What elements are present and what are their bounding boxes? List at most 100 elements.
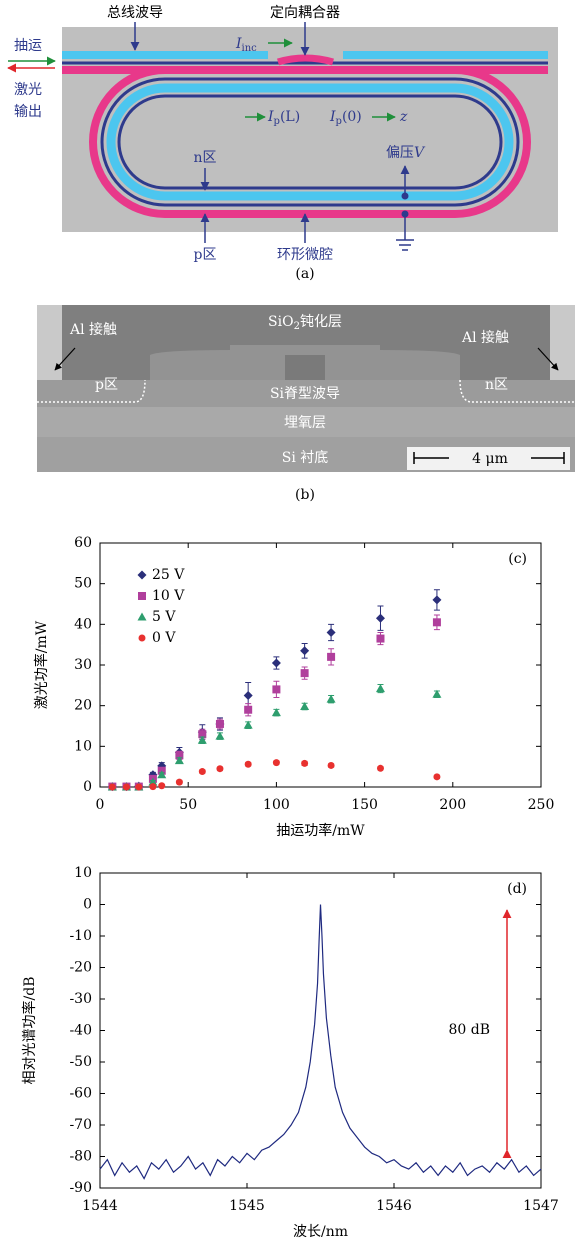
data-point — [432, 690, 441, 698]
label: 埋氧层 — [284, 415, 326, 431]
label: 激光 — [14, 81, 42, 98]
x-tick-label: 100 — [263, 797, 290, 813]
x-tick-label: 0 — [96, 797, 105, 813]
label: p区 — [194, 247, 217, 263]
panel-a: 总线波导 定向耦合器 抽运 激光 输出 Iinc Ip(L) Ip(0) z n… — [8, 5, 558, 282]
label: 环形微腔 — [277, 247, 333, 263]
y-tick-label: 10 — [74, 865, 92, 881]
data-point — [433, 618, 441, 626]
label: p区 — [95, 377, 118, 393]
y-axis-title: 激光功率/mW — [33, 620, 50, 709]
legend-label: 10 V — [152, 588, 185, 604]
legend-marker — [138, 571, 147, 580]
data-point — [149, 783, 156, 790]
caption: (b) — [295, 487, 315, 503]
data-point — [376, 684, 385, 692]
figure: 总线波导 定向耦合器 抽运 激光 输出 Iinc Ip(L) Ip(0) z n… — [0, 0, 581, 1255]
label: Ip(0) — [329, 109, 362, 127]
data-point — [272, 708, 281, 716]
x-tick-label: 1545 — [229, 1198, 265, 1214]
data-point — [216, 720, 224, 728]
data-point — [244, 691, 253, 700]
data-point — [216, 765, 223, 772]
data-point — [158, 782, 165, 789]
text: SiO — [268, 314, 294, 330]
x-tick-label: 200 — [439, 797, 466, 813]
data-point — [273, 759, 280, 766]
y-tick-label: -90 — [69, 1180, 92, 1196]
y-tick-label: 30 — [74, 657, 92, 673]
label: SiO2钝化层 — [268, 314, 342, 332]
label: Al 接触 — [69, 321, 117, 338]
legend-marker — [139, 635, 146, 642]
data-point — [272, 685, 280, 693]
text: 偏压 — [386, 145, 414, 161]
subscript: inc — [242, 43, 258, 54]
data-point — [433, 773, 440, 780]
data-point — [301, 760, 308, 767]
panel-label: (c) — [508, 551, 527, 567]
argument: (L) — [280, 109, 300, 125]
data-point — [135, 784, 142, 791]
data-point — [215, 732, 224, 740]
label: Al 接触 — [461, 329, 509, 346]
label: 定向耦合器 — [270, 5, 340, 21]
x-tick-label: 1547 — [523, 1198, 559, 1214]
legend-marker — [138, 613, 147, 621]
label: Si 衬底 — [282, 450, 329, 466]
x-axis-title: 抽运功率/mW — [276, 822, 365, 839]
coupler — [278, 58, 333, 62]
x-tick-label: 150 — [351, 797, 378, 813]
data-point — [245, 761, 252, 768]
label: n区 — [193, 150, 216, 166]
y-tick-label: -20 — [69, 960, 92, 976]
text: 钝化层 — [300, 314, 342, 330]
data-point — [377, 765, 384, 772]
label: 输出 — [14, 104, 42, 120]
label: Ip(L) — [267, 109, 300, 127]
annotation: 80 dB — [448, 1022, 490, 1038]
label: 抽运 — [14, 38, 42, 54]
x-tick-label: 250 — [528, 797, 555, 813]
data-point — [244, 721, 253, 729]
argument: (0) — [342, 109, 362, 125]
data-point — [376, 614, 385, 623]
data-point — [327, 695, 336, 703]
label: z — [399, 109, 408, 125]
y-tick-label: 40 — [74, 616, 92, 632]
legend-label: 0 V — [152, 630, 176, 646]
y-tick-label: 60 — [74, 535, 92, 551]
y-axis-title: 相对光谱功率/dB — [21, 977, 38, 1085]
legend-marker — [138, 592, 146, 600]
y-tick-label: -70 — [69, 1117, 92, 1133]
data-point — [327, 653, 335, 661]
label: 总线波导 — [107, 5, 163, 21]
x-tick-label: 1544 — [82, 1198, 118, 1214]
y-tick-label: -60 — [69, 1086, 92, 1102]
data-point — [301, 669, 309, 677]
y-tick-label: 10 — [74, 738, 92, 754]
x-axis-title: 波长/nm — [293, 1224, 348, 1240]
x-tick-label: 50 — [179, 797, 197, 813]
label: n区 — [485, 377, 508, 393]
y-tick-label: 20 — [74, 698, 92, 714]
caption: (a) — [295, 266, 314, 282]
legend-label: 25 V — [152, 567, 185, 583]
data-point — [376, 635, 384, 643]
scale-label: 4 μm — [472, 451, 508, 467]
data-point — [327, 628, 336, 637]
data-point — [109, 784, 116, 791]
y-tick-label: 0 — [83, 897, 92, 913]
y-tick-label: 0 — [83, 779, 92, 795]
x-tick-label: 1546 — [376, 1198, 412, 1214]
y-tick-label: -80 — [69, 1149, 92, 1165]
label: 偏压V — [386, 145, 426, 161]
data-point — [244, 706, 252, 714]
y-tick-label: -10 — [69, 928, 92, 944]
data-point — [176, 779, 183, 786]
y-tick-label: -30 — [69, 991, 92, 1007]
data-point — [432, 595, 441, 604]
data-point — [300, 702, 309, 710]
y-tick-label: -40 — [69, 1023, 92, 1039]
data-point — [123, 784, 130, 791]
